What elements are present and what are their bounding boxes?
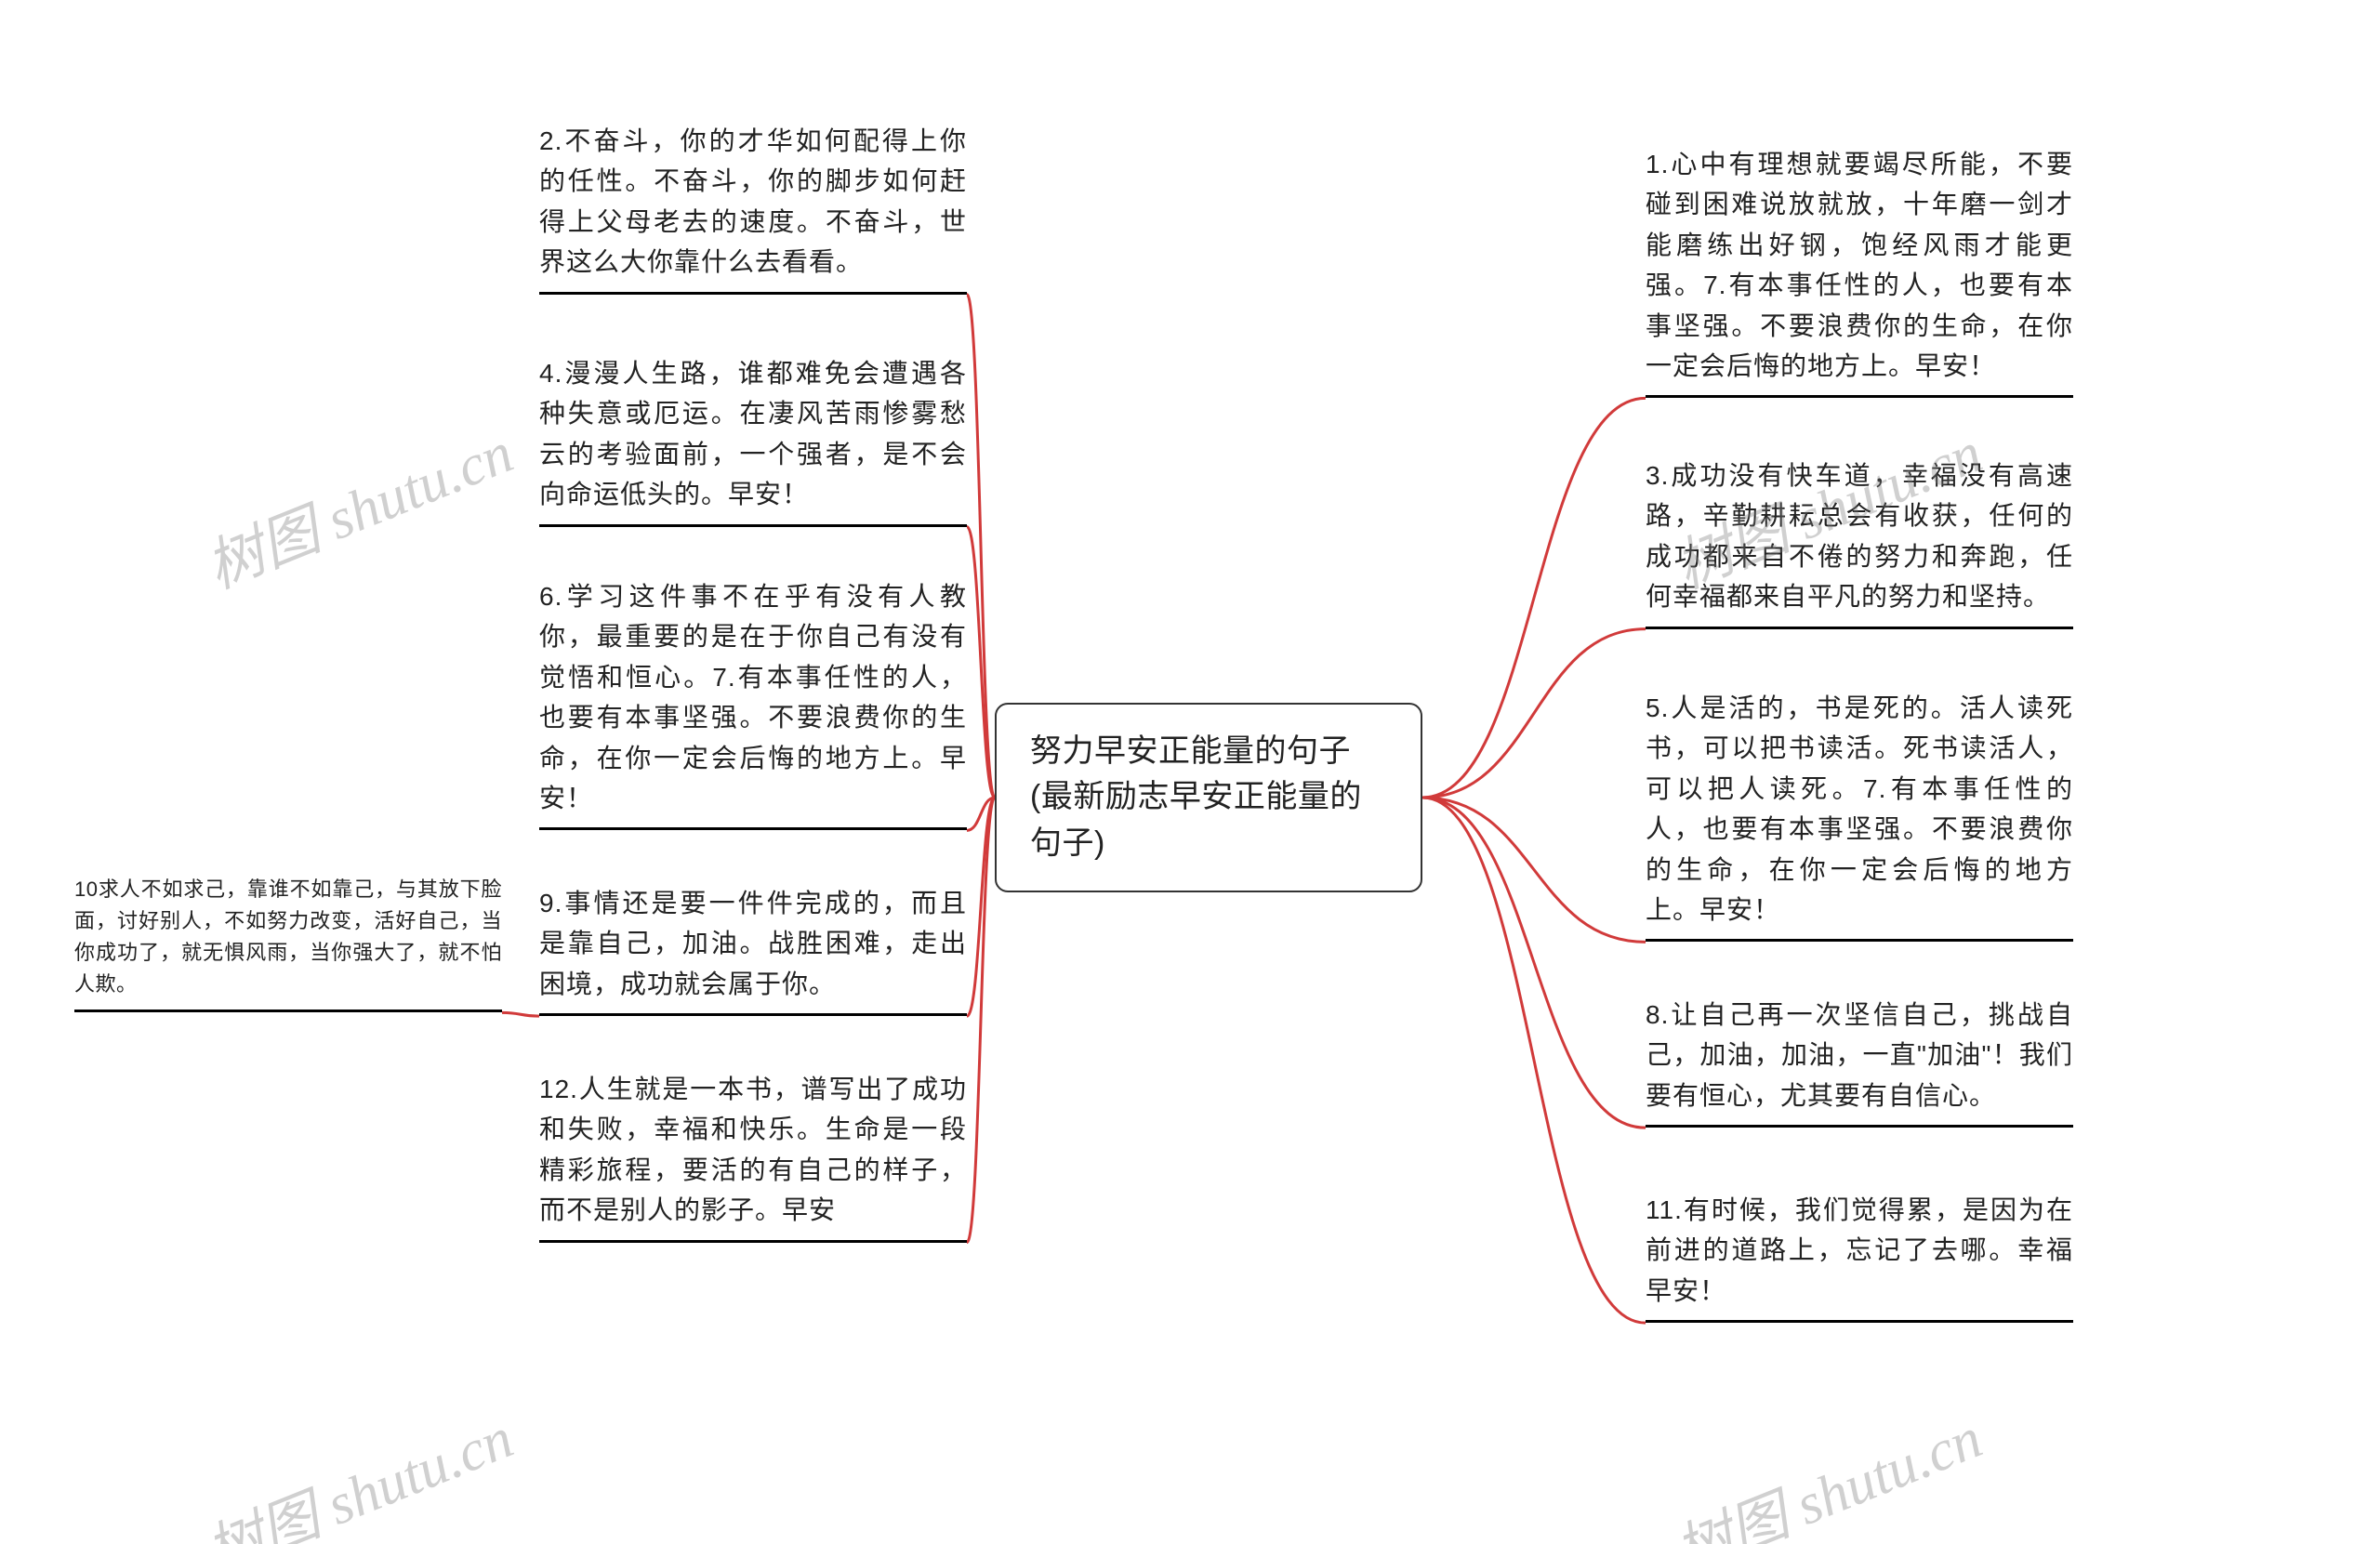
center-node: 努力早安正能量的句子(最新励志早安正能量的句子) bbox=[995, 703, 1422, 892]
leaf-R3: 3.成功没有快车道，幸福没有高速路，辛勤耕耘总会有收获，任何的成功都来自不倦的努… bbox=[1646, 455, 2073, 629]
edge bbox=[1422, 798, 1646, 1323]
edge bbox=[1422, 798, 1646, 942]
edge bbox=[1422, 398, 1646, 798]
leaf-R8: 8.让自己再一次坚信自己，挑战自己，加油，加油，一直"加油"！我们要有恒心，尤其… bbox=[1646, 995, 2073, 1128]
leaf-R1: 1.心中有理想就要竭尽所能，不要碰到困难说放就放，十年磨一剑才能磨练出好钢，饱经… bbox=[1646, 144, 2073, 398]
leaf-R11: 11.有时候，我们觉得累，是因为在前进的道路上，忘记了去哪。幸福早安！ bbox=[1646, 1190, 2073, 1323]
edge bbox=[967, 798, 995, 1016]
edge bbox=[1422, 629, 1646, 798]
leaf-L6: 6.学习这件事不在乎有没有人教你，最重要的是在于你自己有没有觉悟和恒心。7.有本… bbox=[539, 576, 967, 830]
watermark: 树图 shutu.cn bbox=[192, 405, 522, 604]
leaf-L2: 2.不奋斗，你的才华如何配得上你的任性。不奋斗，你的脚步如何赶得上父母老去的速度… bbox=[539, 121, 967, 295]
leaf-L12: 12.人生就是一本书，谱写出了成功和失败，幸福和快乐。生命是一段精彩旅程，要活的… bbox=[539, 1069, 967, 1243]
edge bbox=[1422, 798, 1646, 1128]
leaf-L9: 9.事情还是要一件件完成的，而且是靠自己，加油。战胜困难，走出困境，成功就会属于… bbox=[539, 883, 967, 1016]
leaf-R5: 5.人是活的，书是死的。活人读死书，可以把书读活。死书读活人，可以把人读死。7.… bbox=[1646, 688, 2073, 942]
watermark: 树图 shutu.cn bbox=[192, 1391, 522, 1544]
mindmap-canvas: 努力早安正能量的句子(最新励志早安正能量的句子) 2.不奋斗，你的才华如何配得上你… bbox=[0, 0, 2380, 1544]
watermark: 树图 shutu.cn bbox=[1660, 1391, 1991, 1544]
edge bbox=[967, 527, 995, 798]
edge bbox=[967, 295, 995, 798]
edge bbox=[502, 1012, 539, 1016]
edge bbox=[967, 798, 995, 830]
leaf-L4: 4.漫漫人生路，谁都难免会遭遇各种失意或厄运。在凄风苦雨惨雾愁云的考验面前，一个… bbox=[539, 353, 967, 527]
leaf-L10: 10求人不如求己，靠谁不如靠己，与其放下脸面，讨好别人，不如努力改变，活好自己，… bbox=[74, 874, 502, 1012]
edge bbox=[967, 798, 995, 1243]
